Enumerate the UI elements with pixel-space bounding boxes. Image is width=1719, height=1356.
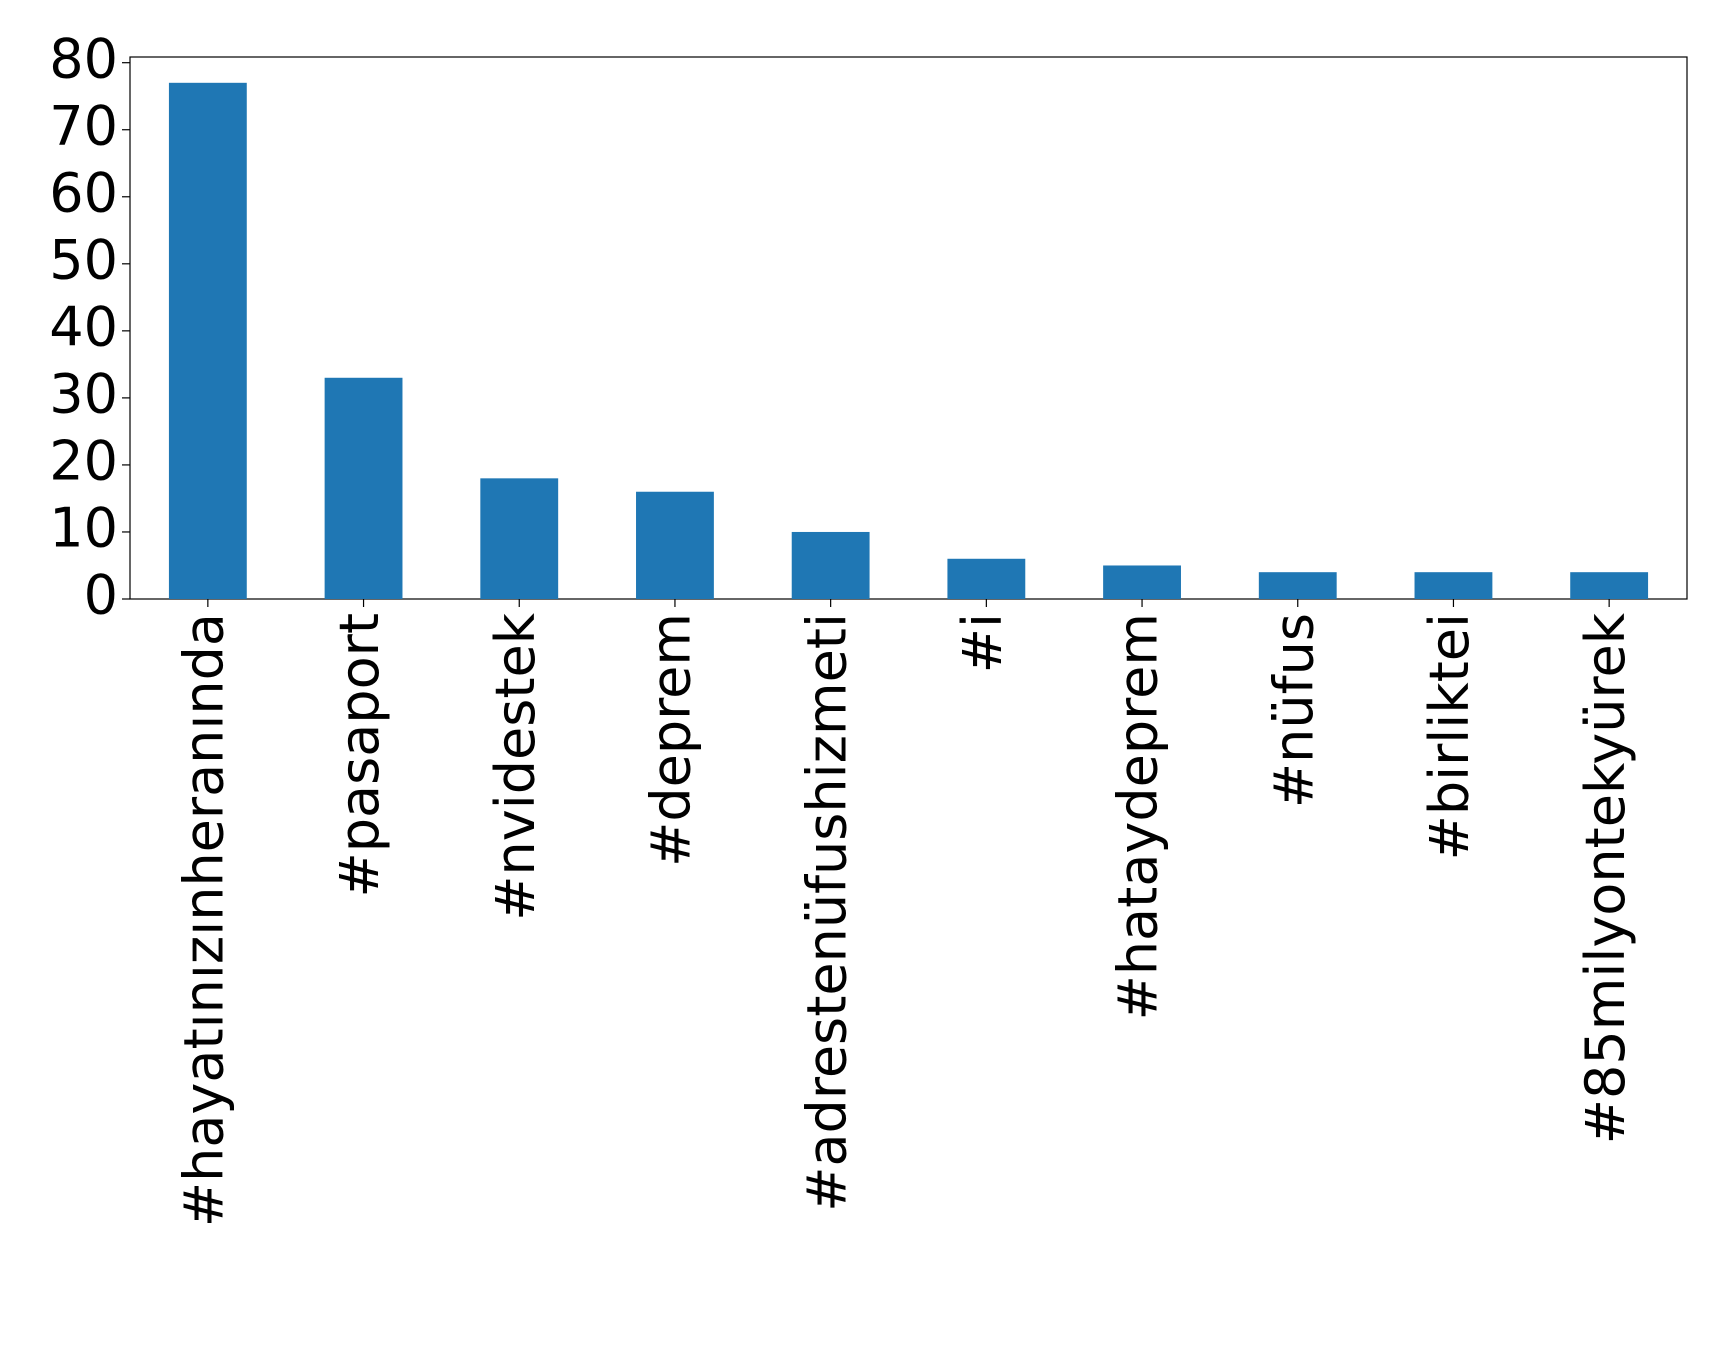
- x-tick-label: #85milyontekyürek: [1574, 612, 1637, 1144]
- y-tick-label: 50: [49, 228, 118, 291]
- y-tick-label: 60: [49, 161, 118, 224]
- y-tick-label: 80: [49, 27, 118, 90]
- bar: [791, 531, 870, 599]
- x-tick-label: #i: [951, 613, 1014, 673]
- x-tick-label: #nvidestek: [484, 612, 547, 920]
- bar: [480, 478, 559, 599]
- y-tick-label: 0: [84, 564, 118, 627]
- y-tick-label: 10: [49, 497, 118, 560]
- y-tick-label: 20: [49, 430, 118, 493]
- bar: [1414, 572, 1493, 599]
- y-tick-label: 40: [49, 295, 118, 358]
- plot-frame: [129, 56, 1688, 600]
- x-tick-label: #birliktei: [1418, 613, 1481, 860]
- x-tick-label: #nüfus: [1262, 613, 1325, 808]
- x-tick-label: #hataydeprem: [1107, 613, 1170, 1020]
- bar: [947, 558, 1026, 599]
- bar: [1258, 572, 1337, 599]
- x-tick-label: #pasaport: [328, 613, 391, 898]
- bar: [1103, 565, 1181, 599]
- bar: [168, 82, 247, 600]
- x-tick-label: #hayatınızınheranında: [172, 613, 235, 1227]
- x-tick-label: #adrestenüfushizmeti: [795, 613, 858, 1212]
- bar: [1570, 572, 1649, 599]
- x-tick-label: #deprem: [640, 613, 703, 867]
- y-tick-label: 70: [49, 94, 118, 157]
- y-tick-label: 30: [49, 363, 118, 426]
- bar: [324, 377, 403, 599]
- bar: [636, 491, 714, 599]
